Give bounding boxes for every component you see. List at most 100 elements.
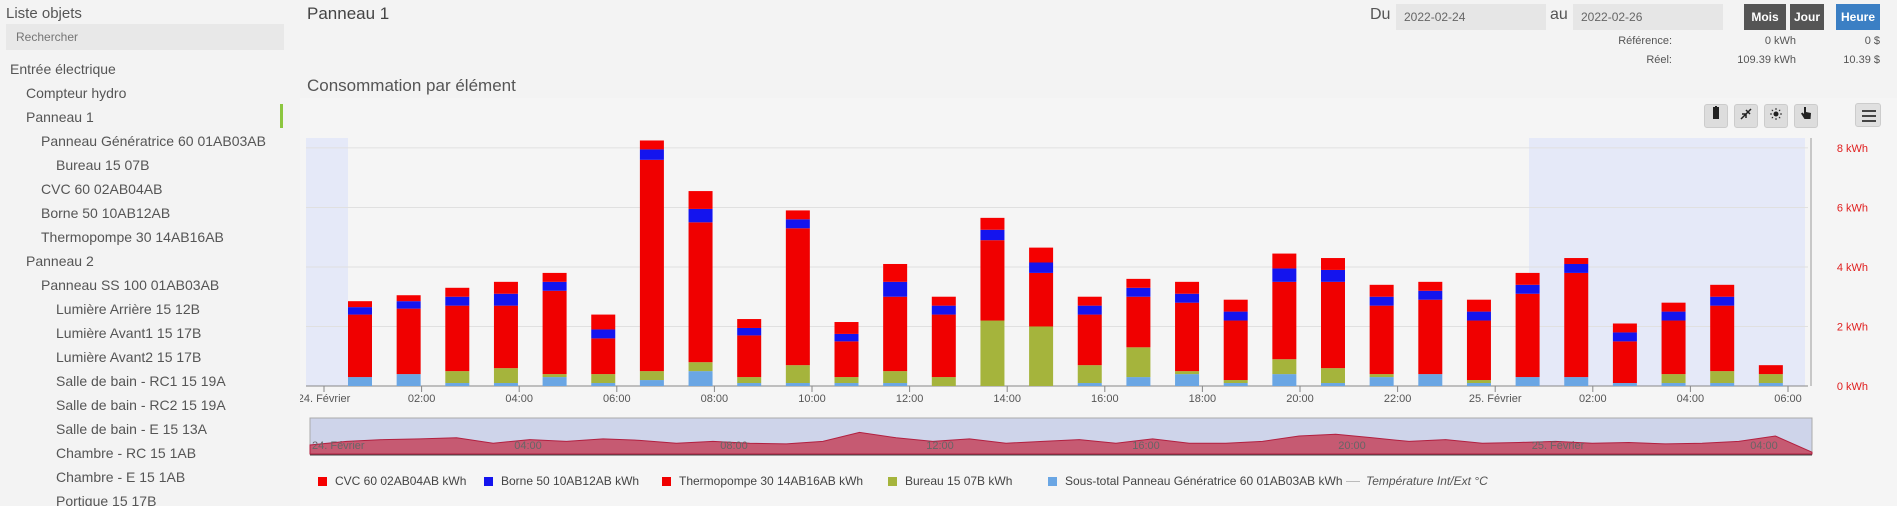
bar-segment-cvc — [493, 281, 518, 294]
legend-item[interactable]: Température Int/Ext °C — [1346, 473, 1488, 489]
bar-segment-sous_total — [737, 383, 762, 386]
bar-segment-borne — [883, 281, 908, 297]
battery-icon[interactable] — [1704, 104, 1728, 128]
search-input[interactable] — [6, 24, 284, 50]
legend-item[interactable]: CVC 60 02AB04AB kWh — [318, 473, 466, 489]
bar-segment-bureau — [1029, 326, 1054, 386]
page-title: Panneau 1 — [307, 4, 390, 23]
bar-segment-borne — [493, 293, 518, 306]
bar-segment-thermopompe — [396, 308, 421, 375]
bar-segment-sous_total — [1126, 377, 1151, 386]
tree-item[interactable]: Bureau 15 07B — [56, 157, 150, 173]
chart-panel: 0 kWh 2 kWh 4 kWh 6 kWh 8 kWh 24. Février 02:0… — [300, 98, 1897, 506]
legend-label: Bureau 15 07B kWh — [905, 474, 1013, 488]
tree-item[interactable]: Salle de bain - RC1 15 19A — [56, 373, 226, 389]
x-tick-label: 10:00 — [798, 393, 826, 405]
bar-segment-thermopompe — [1758, 365, 1783, 375]
bar-segment-thermopompe — [1223, 320, 1248, 381]
tree-item[interactable]: Compteur hydro — [26, 85, 127, 101]
bar-segment-thermopompe — [1175, 302, 1200, 372]
tree-item[interactable]: Lumière Avant2 15 17B — [56, 349, 202, 365]
tree-item[interactable]: Panneau 2 — [26, 253, 94, 269]
bar-segment-sous_total — [1612, 383, 1637, 386]
bar-segment-borne — [980, 229, 1005, 241]
tree-item[interactable]: Chambre - E 15 1AB — [56, 469, 186, 485]
x-tick-label: 14:00 — [993, 393, 1021, 405]
bar-segment-borne — [785, 219, 810, 229]
bar-segment-bureau — [1466, 380, 1491, 384]
legend-swatch — [484, 477, 493, 486]
bar-segment-sous_total — [591, 383, 616, 386]
bar-segment-sous_total — [688, 371, 713, 386]
tree-item[interactable]: Chambre - RC 15 1AB — [56, 445, 197, 461]
bar-segment-bureau — [688, 362, 713, 372]
date-from-input[interactable] — [1396, 4, 1546, 30]
bar-segment-cvc — [883, 263, 908, 282]
tree-item[interactable]: Lumière Avant1 15 17B — [56, 325, 202, 341]
bar-segment-thermopompe — [1564, 272, 1589, 378]
bar-segment-cvc — [1466, 299, 1491, 312]
tree-item[interactable]: Panneau Génératrice 60 01AB03AB — [41, 133, 266, 149]
bar-segment-cvc — [1564, 258, 1589, 264]
bar-segment-sous_total — [1661, 383, 1686, 386]
legend-item[interactable]: Thermopompe 30 14AB16AB kWh — [662, 473, 863, 489]
tree-item[interactable]: Salle de bain - E 15 13A — [56, 421, 207, 437]
bar-segment-borne — [1321, 269, 1345, 282]
bar-segment-sous_total — [1418, 374, 1443, 386]
x-tick-label: 16:00 — [1091, 393, 1119, 405]
x-tick-label: 06:00 — [1774, 393, 1802, 405]
menu-icon[interactable] — [1855, 103, 1881, 127]
bar-segment-bureau — [445, 371, 470, 384]
bar-segment-thermopompe — [1418, 299, 1443, 375]
legend-item[interactable]: Borne 50 10AB12AB kWh — [484, 473, 639, 489]
tree-item[interactable]: Entrée électrique — [10, 61, 116, 77]
bar-segment-bureau — [1758, 374, 1783, 384]
hand-pointer-icon[interactable] — [1794, 104, 1818, 128]
bar-segment-cvc — [980, 217, 1005, 230]
bar-segment-cvc — [1369, 284, 1394, 297]
period-hour-button[interactable]: Heure — [1836, 4, 1880, 30]
date-to-input[interactable] — [1573, 4, 1723, 30]
bar-segment-cvc — [1126, 278, 1151, 288]
sun-icon[interactable] — [1764, 104, 1788, 128]
y-tick-label: 8 kWh — [1837, 143, 1868, 155]
navigator-label: 24. Février — [312, 440, 365, 452]
legend-item[interactable]: Bureau 15 07B kWh — [888, 473, 1012, 489]
tree-item[interactable]: Borne 50 10AB12AB — [41, 205, 171, 221]
legend-item[interactable]: Sous-total Panneau Génératrice 60 01AB03… — [1048, 473, 1343, 489]
navigator-label: 20:00 — [1338, 440, 1366, 452]
tree-item[interactable]: Salle de bain - RC2 15 19A — [56, 397, 226, 413]
bar-segment-sous_total — [1564, 377, 1589, 386]
period-month-button[interactable]: Mois — [1744, 4, 1786, 30]
y-tick-label: 4 kWh — [1837, 262, 1868, 274]
bar-segment-cvc — [834, 322, 859, 334]
navigator-label: 12:00 — [926, 440, 954, 452]
bar-segment-sous_total — [1369, 377, 1394, 386]
compress-icon[interactable] — [1734, 104, 1758, 128]
bar-segment-bureau — [1175, 371, 1200, 375]
bar-segment-bureau — [1223, 380, 1248, 384]
bar-segment-borne — [591, 329, 616, 339]
bar-segment-bureau — [1272, 359, 1297, 375]
tree-item[interactable]: Panneau 1 — [26, 109, 94, 125]
bar-segment-borne — [1272, 268, 1297, 282]
bar-segment-thermopompe — [688, 222, 713, 363]
bar-segment-cvc — [348, 301, 372, 308]
tree-item[interactable]: Lumière Arrière 15 12B — [56, 301, 200, 317]
bar-segment-sous_total — [493, 383, 518, 386]
tree-item[interactable]: Thermopompe 30 14AB16AB — [41, 229, 224, 245]
bar-segment-sous_total — [1321, 383, 1345, 386]
y-tick-label: 2 kWh — [1837, 321, 1868, 333]
bar-segment-thermopompe — [493, 305, 518, 369]
tree-item[interactable]: Portique 15 17B — [56, 493, 157, 506]
tree-item[interactable]: CVC 60 02AB04AB — [41, 181, 163, 197]
bar-segment-sous_total — [639, 380, 664, 386]
period-day-button[interactable]: Jour — [1790, 4, 1824, 30]
x-tick-label: 18:00 — [1189, 393, 1217, 405]
bar-segment-borne — [737, 327, 762, 336]
tree-item[interactable]: Panneau SS 100 01AB03AB — [41, 277, 220, 293]
bar-segment-sous_total — [348, 377, 372, 386]
navigator-label: 16:00 — [1132, 440, 1160, 452]
real-kwh: 109.39 kWh — [1737, 54, 1796, 66]
consumption-chart[interactable]: 0 kWh 2 kWh 4 kWh 6 kWh 8 kWh 24. Février 02:0… — [300, 98, 1897, 506]
